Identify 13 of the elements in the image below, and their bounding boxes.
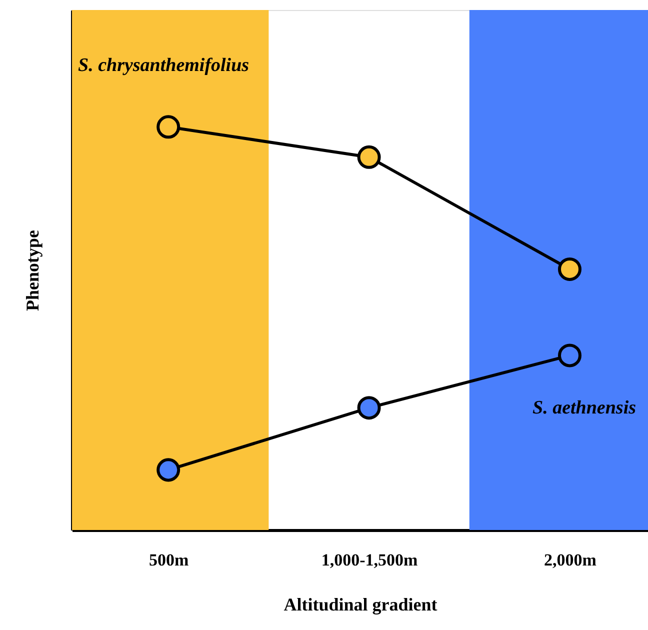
x-tick-label: 2,000m (544, 550, 596, 570)
x-axis-title: Altitudinal gradient (284, 594, 438, 614)
x-tick-label: 1,000-1,500m (321, 550, 418, 570)
point (357, 396, 381, 420)
x-tick-label: 500m (149, 550, 189, 570)
text: S. chrysanthemifolius (78, 54, 250, 76)
point (558, 257, 582, 281)
point (156, 458, 180, 482)
point (558, 344, 582, 368)
y-axis-title: Phenotype (22, 230, 42, 311)
point (156, 115, 180, 139)
series-label: S. aethnensis (532, 397, 636, 418)
point (357, 145, 381, 169)
